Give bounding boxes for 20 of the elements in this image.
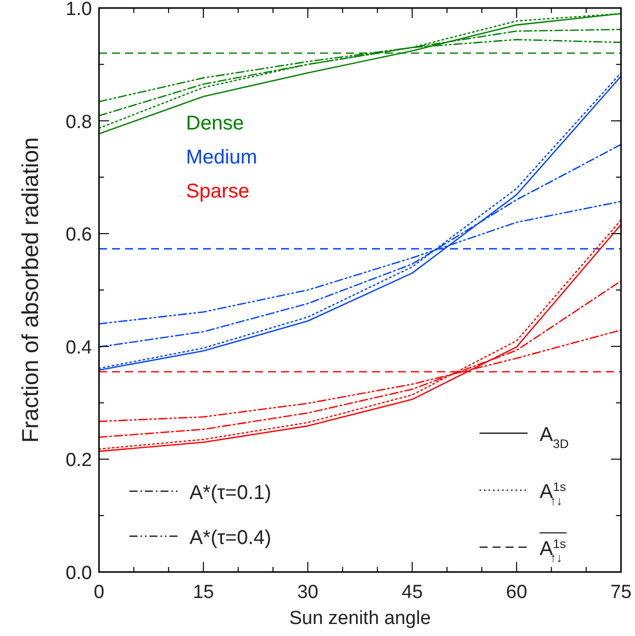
x-tick-label: 60	[506, 582, 528, 603]
x-tick-label: 0	[94, 582, 104, 603]
y-tick-label: 0.8	[66, 112, 92, 133]
annotation: A*(τ=0.1)	[189, 482, 272, 504]
x-tick-label: 30	[297, 582, 318, 603]
y-axis-title: Fraction of absorbed radiation	[17, 137, 43, 443]
annotation: A*(τ=0.4)	[189, 527, 272, 550]
y-tick-label: 0.2	[66, 450, 92, 472]
annotation: Medium	[186, 146, 258, 168]
x-axis-title: Sun zenith angle	[289, 608, 431, 629]
annotation: Sparse	[186, 180, 250, 202]
y-tick-label: 0.6	[66, 224, 92, 246]
y-tick-label: 0.4	[66, 337, 92, 358]
annotation: A$_{3D}$	[540, 424, 569, 452]
annotation: Dense	[186, 112, 244, 134]
x-tick-label: 15	[192, 582, 214, 603]
x-tick-label: 75	[610, 582, 632, 603]
y-tick-label: 1.0	[66, 0, 92, 20]
x-tick-label: 45	[402, 582, 423, 603]
y-tick-label: 0.0	[66, 563, 92, 584]
